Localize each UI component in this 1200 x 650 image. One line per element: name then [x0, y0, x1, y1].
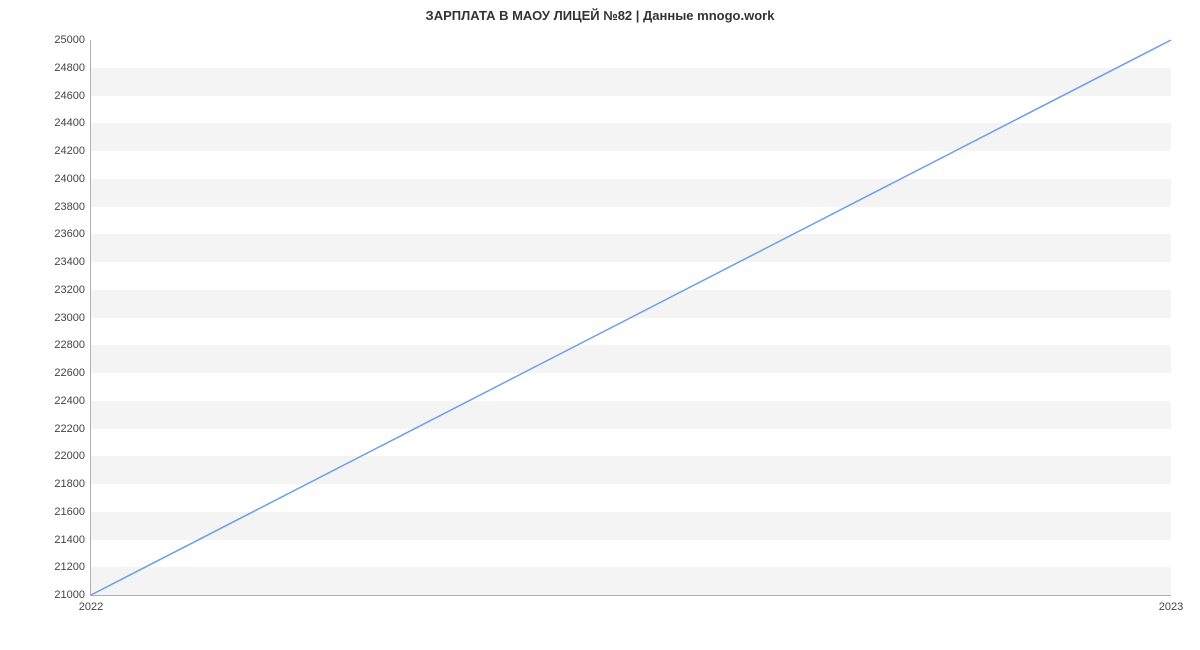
y-tick-label: 21600 [54, 506, 85, 518]
y-tick-label: 22400 [54, 395, 85, 407]
y-tick-label: 23800 [54, 201, 85, 213]
y-tick-label: 24400 [54, 117, 85, 129]
line-chart: ЗАРПЛАТА В МАОУ ЛИЦЕЙ №82 | Данные mnogo… [0, 0, 1200, 650]
series-line [91, 40, 1171, 595]
y-tick-label: 21400 [54, 534, 85, 546]
y-tick-label: 22800 [54, 339, 85, 351]
y-tick-label: 21800 [54, 478, 85, 490]
y-tick-label: 23200 [54, 284, 85, 296]
y-tick-label: 23600 [54, 228, 85, 240]
chart-title: ЗАРПЛАТА В МАОУ ЛИЦЕЙ №82 | Данные mnogo… [0, 8, 1200, 23]
y-tick-label: 24000 [54, 173, 85, 185]
y-tick-label: 24200 [54, 145, 85, 157]
y-tick-label: 24600 [54, 90, 85, 102]
x-tick-label: 2022 [79, 601, 103, 613]
y-tick-label: 23000 [54, 312, 85, 324]
y-tick-label: 25000 [54, 34, 85, 46]
x-tick-label: 2023 [1159, 601, 1183, 613]
y-tick-label: 22000 [54, 450, 85, 462]
y-tick-label: 21000 [54, 589, 85, 601]
y-tick-label: 22200 [54, 423, 85, 435]
series-layer [91, 40, 1171, 595]
y-tick-label: 21200 [54, 561, 85, 573]
y-tick-label: 22600 [54, 367, 85, 379]
plot-area: 2100021200214002160021800220002220022400… [90, 40, 1171, 596]
y-tick-label: 24800 [54, 62, 85, 74]
y-tick-label: 23400 [54, 256, 85, 268]
